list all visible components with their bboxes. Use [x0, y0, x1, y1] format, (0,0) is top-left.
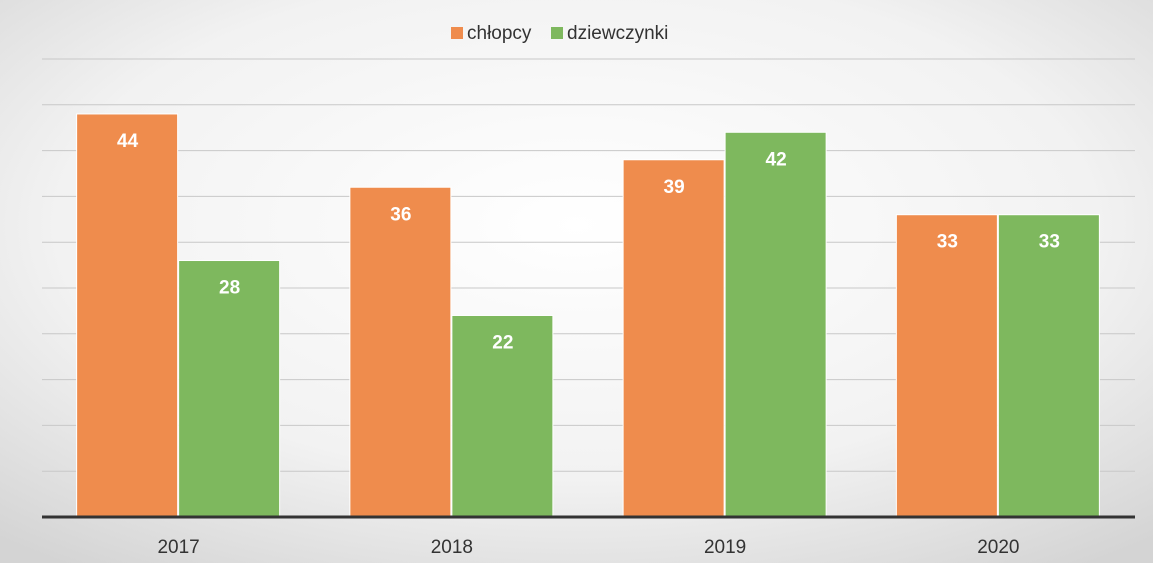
- x-tick-label: 2017: [157, 537, 199, 558]
- legend-label: dziewczynki: [567, 23, 668, 44]
- data-label: 22: [492, 332, 513, 353]
- bar: [724, 131, 827, 518]
- bar: [76, 113, 179, 518]
- data-label: 33: [1039, 232, 1060, 253]
- legend-label: chłopcy: [467, 23, 532, 44]
- bar: [451, 314, 554, 518]
- data-label: 42: [766, 149, 787, 170]
- data-label: 28: [219, 278, 240, 299]
- bar: [997, 214, 1100, 518]
- bar: [622, 159, 725, 518]
- data-label: 39: [664, 177, 685, 198]
- data-label: 44: [117, 131, 139, 152]
- legend-swatch: [451, 27, 463, 39]
- bar: [895, 214, 998, 518]
- data-label: 33: [937, 232, 958, 253]
- data-label: 36: [390, 204, 411, 225]
- bar: [178, 260, 281, 518]
- x-tick-label: 2018: [431, 537, 473, 558]
- x-tick-label: 2019: [704, 537, 746, 558]
- legend-swatch: [551, 27, 563, 39]
- x-tick-label: 2020: [977, 537, 1019, 558]
- bar: [349, 186, 452, 518]
